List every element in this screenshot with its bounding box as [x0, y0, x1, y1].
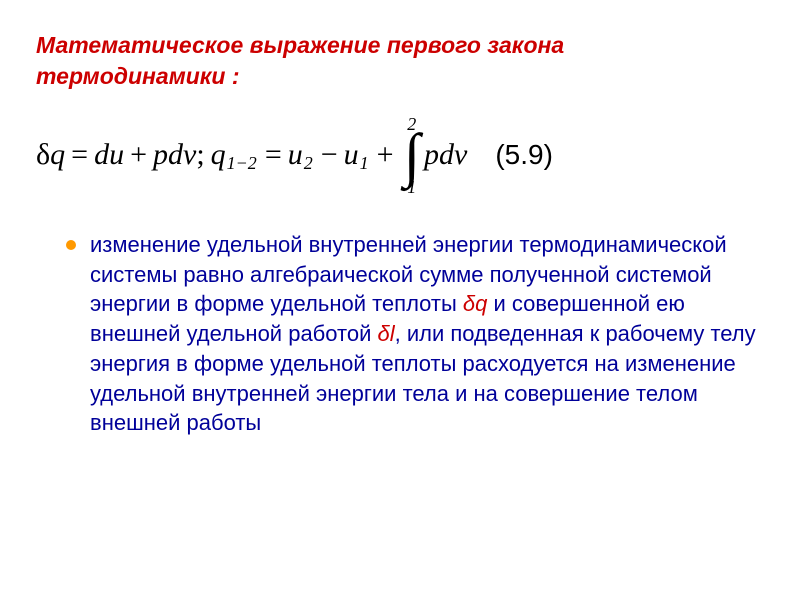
title-line-1: Математическое выражение первого закона — [36, 32, 564, 58]
eq-dv2: dv — [439, 138, 467, 172]
equation: δq = du + pdv; q1−2 = u2 − u1 + 2 ∫ 1 pd… — [36, 115, 467, 196]
eq-du: du — [94, 138, 124, 172]
body-hl2: δl — [378, 321, 395, 346]
body-text: изменение удельной внутренней энергии те… — [90, 230, 764, 438]
eq-minus: − — [321, 138, 338, 172]
slide-title: Математическое выражение первого закона … — [36, 30, 764, 92]
eq-sub1: 1 — [360, 153, 369, 174]
eq-q2: q — [211, 138, 226, 172]
bullet-icon — [66, 240, 76, 250]
body-hl1: δq — [463, 291, 487, 316]
eq-q: q — [50, 138, 65, 172]
equation-row: δq = du + pdv; q1−2 = u2 − u1 + 2 ∫ 1 pd… — [36, 110, 764, 200]
eq-integral: 2 ∫ 1 — [404, 115, 420, 196]
eq-u1: u — [344, 138, 359, 172]
title-line-2: термодинамики : — [36, 63, 240, 89]
eq-delta: δ — [36, 138, 50, 172]
eq-eq2: = — [265, 138, 282, 172]
eq-eq1: = — [71, 138, 88, 172]
eq-p2: p — [424, 138, 439, 172]
eq-u2: u — [288, 138, 303, 172]
eq-plus2: + — [377, 138, 394, 172]
eq-sub12: 1−2 — [227, 153, 257, 174]
body-block: изменение удельной внутренней энергии те… — [36, 230, 764, 438]
eq-int-sym: ∫ — [404, 133, 420, 178]
eq-semi: ; — [196, 138, 204, 172]
eq-int-lower: 1 — [407, 178, 416, 196]
eq-p1: p — [153, 138, 168, 172]
eq-plus1: + — [130, 138, 147, 172]
equation-number: (5.9) — [495, 139, 553, 171]
eq-sub2: 2 — [304, 153, 313, 174]
eq-dv1: dv — [168, 138, 196, 172]
